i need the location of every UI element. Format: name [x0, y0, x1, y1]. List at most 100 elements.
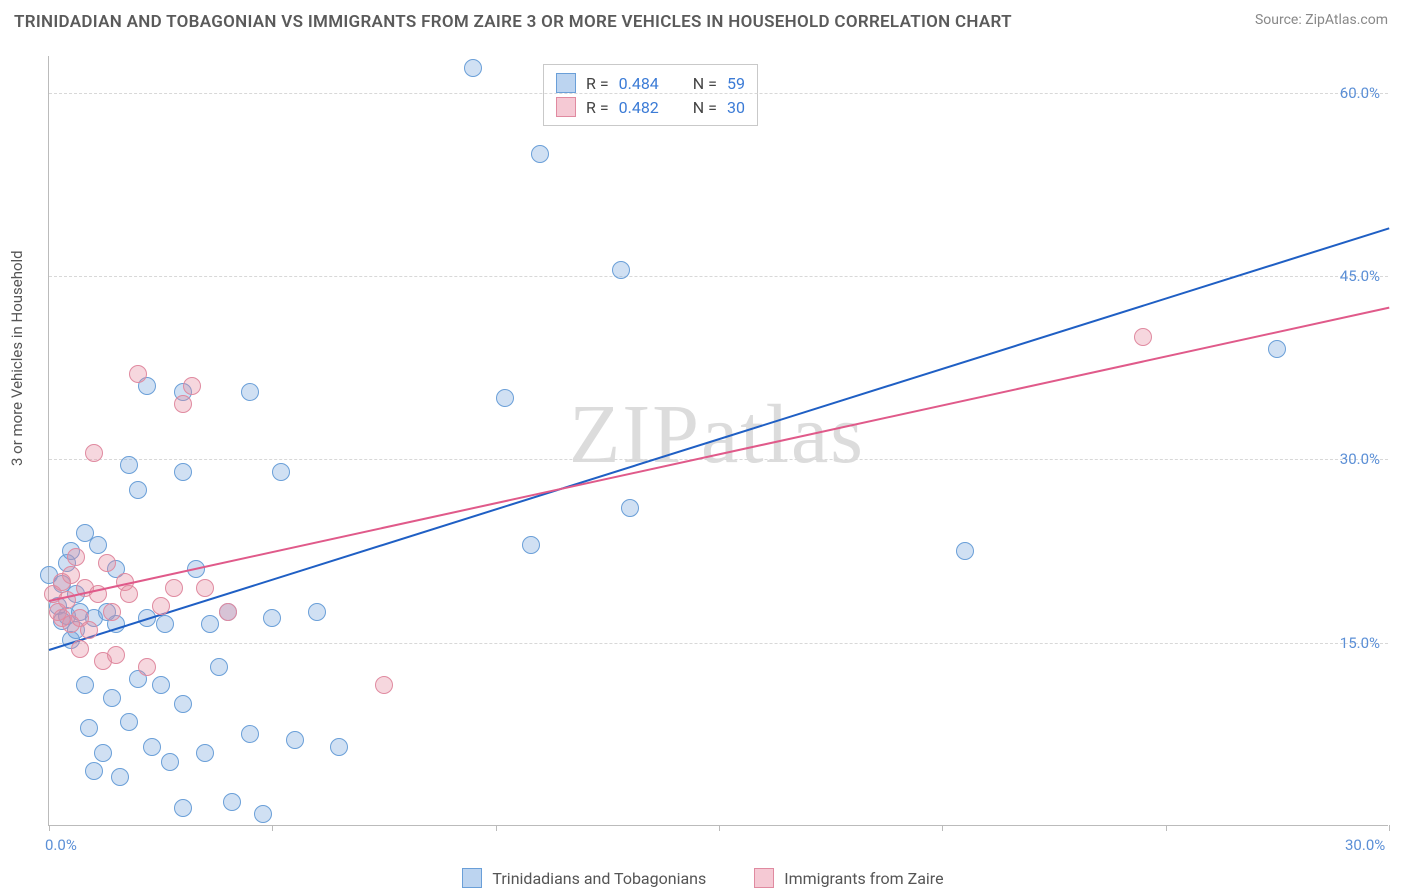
- scatter-point: [71, 640, 89, 658]
- scatter-point: [196, 579, 214, 597]
- scatter-point: [522, 536, 540, 554]
- scatter-point: [138, 658, 156, 676]
- scatter-point: [464, 59, 482, 77]
- scatter-point: [956, 542, 974, 560]
- scatter-point: [1268, 340, 1286, 358]
- legend-n-label: N =: [693, 98, 717, 117]
- scatter-point: [286, 731, 304, 749]
- legend-label: Trinidadians and Tobagonians: [492, 869, 706, 888]
- scatter-point: [152, 597, 170, 615]
- scatter-point: [156, 615, 174, 633]
- scatter-point: [143, 738, 161, 756]
- scatter-point: [129, 481, 147, 499]
- scatter-point: [174, 395, 192, 413]
- scatter-point: [174, 463, 192, 481]
- scatter-point: [85, 444, 103, 462]
- gridline: [49, 93, 1388, 94]
- x-tick: [496, 825, 497, 831]
- legend-n-value: 30: [727, 98, 745, 117]
- gridline: [49, 643, 1388, 644]
- scatter-point: [94, 744, 112, 762]
- scatter-point: [496, 389, 514, 407]
- scatter-point: [223, 793, 241, 811]
- legend-r-value: 0.484: [619, 74, 659, 93]
- scatter-point: [254, 805, 272, 823]
- legend-n-label: N =: [693, 74, 717, 93]
- chart-source: Source: ZipAtlas.com: [1255, 12, 1388, 28]
- scatter-point: [263, 609, 281, 627]
- gridline: [49, 276, 1388, 277]
- legend-row: R = 0.484 N = 59: [556, 71, 745, 95]
- scatter-point: [103, 603, 121, 621]
- scatter-point: [174, 695, 192, 713]
- legend-n-value: 59: [727, 74, 745, 93]
- y-axis-label: 3 or more Vehicles in Household: [8, 250, 26, 466]
- x-tick-label: 0.0%: [45, 836, 77, 854]
- regression-line: [49, 307, 1389, 602]
- legend-swatch: [556, 97, 576, 117]
- y-tick-label: 45.0%: [1340, 267, 1380, 285]
- watermark: ZIPatlas: [569, 386, 865, 483]
- gridline: [49, 459, 1388, 460]
- legend-r-label: R =: [586, 98, 609, 117]
- legend-row: R = 0.482 N = 30: [556, 95, 745, 119]
- scatter-point: [89, 536, 107, 554]
- scatter-point: [120, 585, 138, 603]
- scatter-point: [129, 365, 147, 383]
- x-tick: [1166, 825, 1167, 831]
- scatter-point: [80, 719, 98, 737]
- scatter-point: [219, 603, 237, 621]
- scatter-point: [120, 713, 138, 731]
- x-tick: [272, 825, 273, 831]
- legend-swatch: [462, 868, 482, 888]
- scatter-point: [531, 145, 549, 163]
- scatter-point: [165, 579, 183, 597]
- scatter-point: [103, 689, 121, 707]
- y-tick-label: 60.0%: [1340, 84, 1380, 102]
- scatter-point: [272, 463, 290, 481]
- legend-item: Immigrants from Zaire: [754, 868, 943, 888]
- plot-region: ZIPatlas R = 0.484N = 59R = 0.482N = 30 …: [48, 56, 1388, 826]
- legend-r-value: 0.482: [619, 98, 659, 117]
- legend-swatch: [754, 868, 774, 888]
- scatter-point: [174, 799, 192, 817]
- chart-area: 3 or more Vehicles in Household ZIPatlas…: [0, 46, 1406, 892]
- scatter-point: [161, 753, 179, 771]
- scatter-point: [98, 554, 116, 572]
- scatter-point: [621, 499, 639, 517]
- x-tick: [1389, 825, 1390, 831]
- x-tick-label: 30.0%: [1345, 836, 1385, 854]
- legend-item: Trinidadians and Tobagonians: [462, 868, 706, 888]
- scatter-point: [241, 383, 259, 401]
- y-tick-label: 15.0%: [1340, 634, 1380, 652]
- scatter-point: [76, 676, 94, 694]
- scatter-point: [107, 646, 125, 664]
- x-tick: [719, 825, 720, 831]
- scatter-point: [308, 603, 326, 621]
- scatter-point: [183, 377, 201, 395]
- scatter-point: [85, 762, 103, 780]
- legend-label: Immigrants from Zaire: [784, 869, 943, 888]
- scatter-point: [196, 744, 214, 762]
- chart-header: TRINIDADIAN AND TOBAGONIAN VS IMMIGRANTS…: [0, 0, 1406, 40]
- scatter-point: [612, 261, 630, 279]
- scatter-point: [330, 738, 348, 756]
- series-legend: Trinidadians and Tobagonians Immigrants f…: [0, 868, 1406, 888]
- scatter-point: [152, 676, 170, 694]
- scatter-point: [111, 768, 129, 786]
- legend-r-label: R =: [586, 74, 609, 93]
- scatter-point: [120, 456, 138, 474]
- scatter-point: [210, 658, 228, 676]
- legend-swatch: [556, 73, 576, 93]
- scatter-point: [67, 548, 85, 566]
- regression-line: [49, 227, 1390, 651]
- correlation-legend: R = 0.484 N = 59 R = 0.482 N = 30: [543, 64, 758, 126]
- scatter-point: [241, 725, 259, 743]
- scatter-point: [201, 615, 219, 633]
- y-tick-label: 30.0%: [1340, 450, 1380, 468]
- chart-title: TRINIDADIAN AND TOBAGONIAN VS IMMIGRANTS…: [14, 12, 1012, 32]
- scatter-point: [80, 621, 98, 639]
- scatter-point: [375, 676, 393, 694]
- x-tick: [49, 825, 50, 831]
- scatter-point: [1134, 328, 1152, 346]
